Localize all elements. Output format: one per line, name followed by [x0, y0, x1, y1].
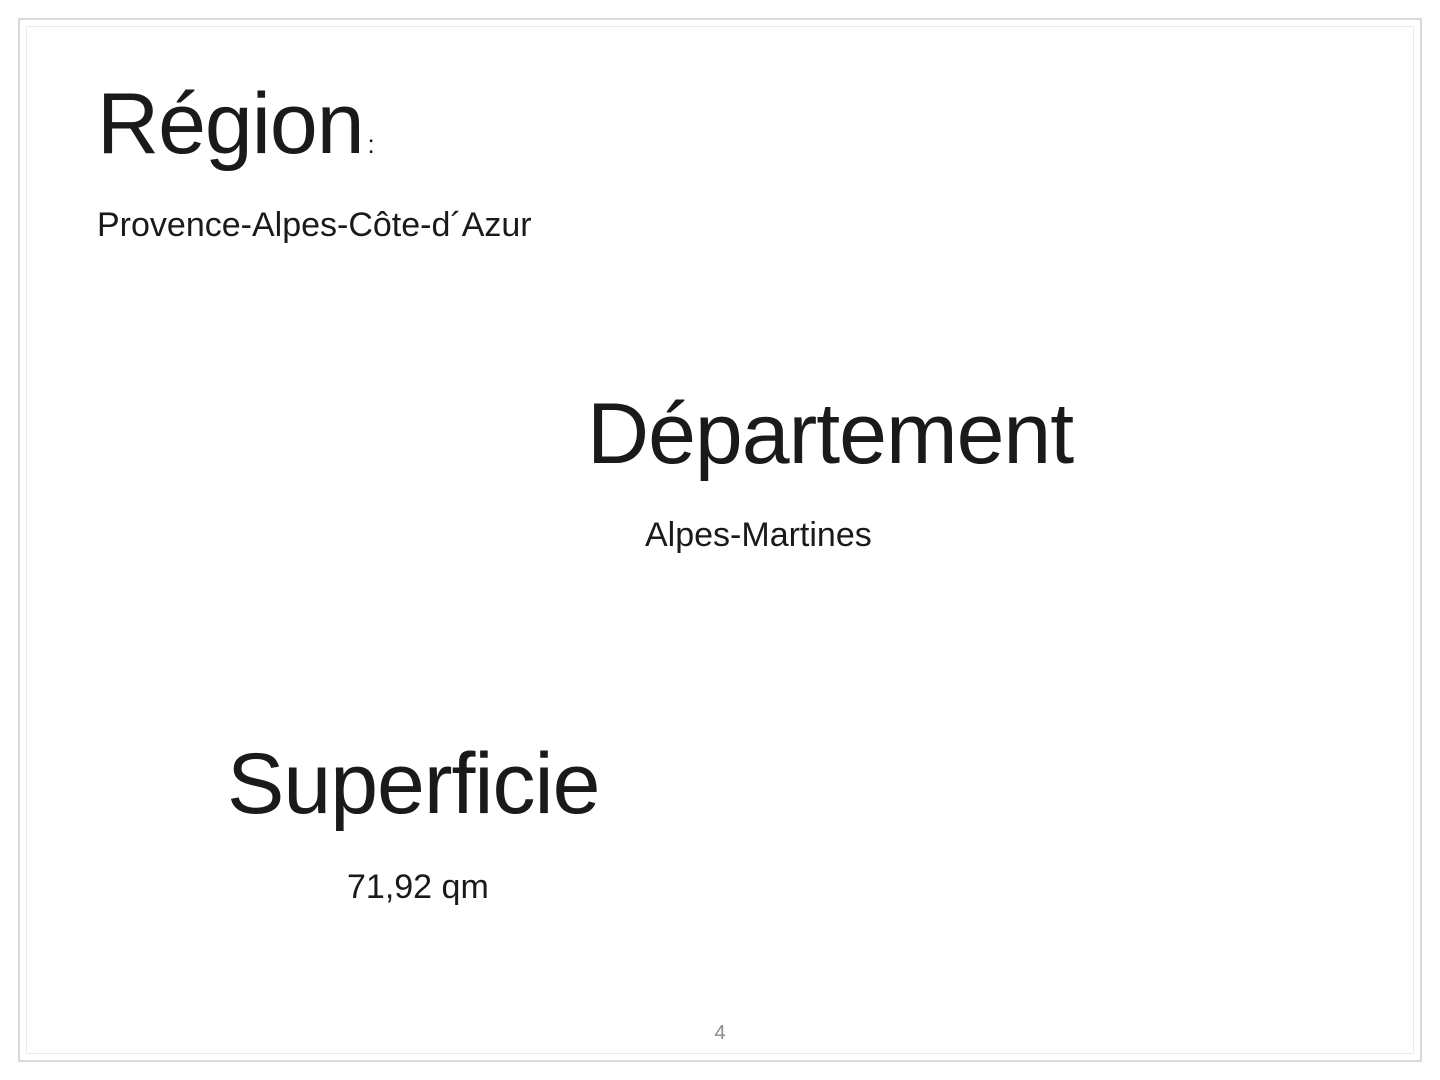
region-heading-text: Région [97, 76, 364, 172]
region-heading: Région: [97, 77, 532, 172]
superficie-value: 71,92 qm [347, 868, 599, 907]
region-heading-colon: : [368, 129, 374, 159]
slide-border-inner: Région: Provence-Alpes-Côte-d´Azur Dépar… [26, 26, 1414, 1054]
departement-value: Alpes-Martines [645, 516, 1073, 555]
page-number: 4 [714, 1022, 725, 1045]
superficie-heading: Superficie [227, 737, 599, 832]
departement-block: Département Alpes-Martines [587, 387, 1073, 555]
departement-heading: Département [587, 387, 1073, 482]
superficie-block: Superficie 71,92 qm [227, 737, 599, 907]
slide-outer-frame: Région: Provence-Alpes-Côte-d´Azur Dépar… [0, 0, 1440, 1080]
region-block: Région: Provence-Alpes-Côte-d´Azur [97, 77, 532, 245]
region-value: Provence-Alpes-Côte-d´Azur [97, 206, 532, 245]
slide-border-outer: Région: Provence-Alpes-Côte-d´Azur Dépar… [18, 18, 1422, 1062]
